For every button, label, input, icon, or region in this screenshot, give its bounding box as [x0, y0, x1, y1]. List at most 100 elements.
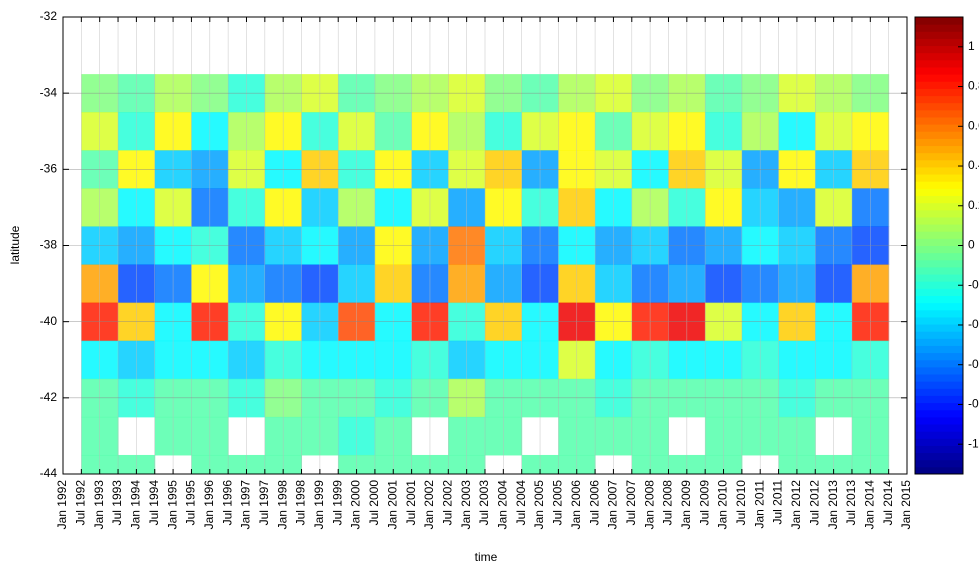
- colorbar-swatch: [915, 181, 963, 189]
- x-tick-label: Jul 1999: [330, 480, 344, 526]
- colorbar-swatch: [915, 102, 963, 111]
- y-tick-label: -36: [40, 162, 58, 176]
- x-tick-label: Jul 2003: [477, 480, 491, 526]
- colorbar-tick-label: -0.2: [968, 277, 979, 291]
- colorbar-swatch: [915, 281, 963, 289]
- x-tick-label: Jan 2010: [716, 480, 730, 530]
- colorbar-swatch: [915, 324, 963, 332]
- colorbar-swatch: [915, 17, 963, 25]
- colorbar-swatch: [915, 366, 963, 375]
- colorbar-swatch: [915, 402, 963, 411]
- colorbar-swatch: [915, 159, 963, 168]
- x-tick-label: Jul 1992: [74, 480, 88, 526]
- x-tick-label: Jan 2009: [679, 480, 693, 530]
- colorbar-tick-label: 0.6: [968, 118, 979, 132]
- colorbar-tick-label: -1: [968, 436, 979, 450]
- colorbar-swatch: [915, 466, 963, 475]
- x-tick-label: Jul 2007: [624, 480, 638, 526]
- colorbar-swatch: [915, 66, 963, 75]
- colorbar-swatch: [915, 152, 963, 161]
- y-tick-label: -42: [40, 390, 58, 404]
- colorbar-swatch: [915, 266, 963, 275]
- x-tick-label: Jul 1993: [110, 480, 124, 526]
- x-tick-label: Jul 1998: [294, 480, 308, 526]
- colorbar-swatch: [915, 338, 963, 346]
- x-tick-label: Jan 2002: [422, 480, 436, 530]
- x-tick-label: Jan 1998: [275, 480, 289, 530]
- colorbar-swatch: [915, 245, 963, 254]
- y-tick-label: -32: [40, 9, 58, 23]
- colorbar-swatch: [915, 316, 963, 325]
- colorbar-swatch: [915, 345, 963, 354]
- x-tick-label: Jan 2011: [752, 480, 766, 529]
- colorbar-tick-label: -0.4: [968, 317, 979, 331]
- x-tick-label: Jan 1996: [202, 480, 216, 530]
- y-axis-label: latitude: [8, 225, 22, 264]
- x-tick-label: Jan 2004: [496, 480, 510, 530]
- x-tick-label: Jan 1999: [312, 480, 326, 530]
- colorbar-tick-label: 0.2: [968, 198, 979, 212]
- colorbar-swatch: [915, 416, 963, 425]
- x-tick-label: Jan 2001: [385, 480, 399, 530]
- colorbar-swatch: [915, 395, 963, 404]
- x-tick-label: Jul 2011: [771, 480, 785, 525]
- colorbar-swatch: [915, 452, 963, 461]
- colorbar-swatch: [915, 231, 963, 239]
- colorbar-swatch: [915, 109, 963, 118]
- x-tick-label: Jan 1992: [55, 480, 69, 530]
- colorbar-swatch: [915, 74, 963, 82]
- colorbar-swatch: [915, 459, 963, 468]
- colorbar-swatch: [915, 438, 963, 446]
- colorbar-swatch: [915, 174, 963, 182]
- x-tick-label: Jan 2006: [569, 480, 583, 530]
- colorbar-swatch: [915, 216, 963, 225]
- colorbar-tick-label: -0.6: [968, 357, 979, 371]
- x-tick-label: Jul 2010: [734, 480, 748, 526]
- colorbar-swatch: [915, 131, 963, 139]
- x-tick-label: Jul 2006: [587, 480, 601, 526]
- colorbar-swatch: [915, 381, 963, 389]
- x-tick-label: Jul 2000: [367, 480, 381, 526]
- colorbar-tick-label: 0: [968, 238, 975, 252]
- colorbar-swatch: [915, 145, 963, 154]
- colorbar-swatch: [915, 224, 963, 232]
- x-tick-label: Jul 2009: [697, 480, 711, 526]
- x-tick-label: Jul 2008: [661, 480, 675, 526]
- colorbar-swatch: [915, 252, 963, 261]
- colorbar-swatch: [915, 388, 963, 396]
- colorbar-swatch: [915, 424, 963, 432]
- colorbar-swatch: [915, 124, 963, 132]
- colorbar-swatch: [915, 88, 963, 97]
- x-tick-label: Jan 1993: [92, 480, 106, 530]
- plot-frame: [62, 16, 908, 475]
- colorbar-swatch: [915, 309, 963, 318]
- x-tick-label: Jan 2000: [349, 480, 363, 530]
- colorbar-swatch: [915, 52, 963, 61]
- colorbar-swatch: [915, 259, 963, 268]
- colorbar-swatch: [915, 38, 963, 47]
- x-tick-label: Jul 1996: [220, 480, 234, 526]
- colorbar-swatch: [915, 59, 963, 68]
- colorbar-swatch: [915, 202, 963, 211]
- colorbar-swatch: [915, 374, 963, 382]
- y-tick-label: -40: [40, 314, 58, 328]
- colorbar-swatch: [915, 359, 963, 368]
- colorbar-swatch: [915, 116, 963, 125]
- axes: Jan 1992 Jul 1992 Jan 1993 Jul 1993 Jan 1994…: [40, 9, 979, 529]
- colorbar-swatch: [915, 409, 963, 418]
- colorbar-tick-label: 0.8: [968, 79, 979, 93]
- x-tick-label: Jul 2005: [551, 480, 565, 526]
- colorbar-tick-label: -0.8: [968, 397, 979, 411]
- x-tick-label: Jan 2015: [899, 480, 913, 530]
- x-tick-label: Jan 2012: [789, 480, 803, 530]
- colorbar-swatch: [915, 445, 963, 454]
- x-tick-label: Jan 1995: [165, 480, 179, 530]
- x-tick-label: Jan 2013: [826, 480, 840, 530]
- colorbar-swatch: [915, 302, 963, 311]
- colorbar-swatch: [915, 31, 963, 39]
- colorbar-swatch: [915, 188, 963, 197]
- x-axis-label: time: [475, 550, 498, 564]
- colorbar-swatch: [915, 166, 963, 175]
- colorbar-swatch: [915, 238, 963, 246]
